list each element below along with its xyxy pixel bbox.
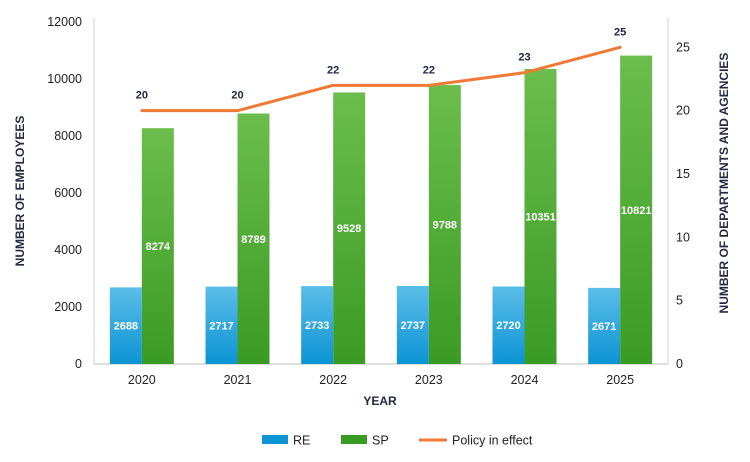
y2-tick-label: 10: [676, 230, 690, 244]
re-value-label: 2671: [592, 321, 616, 333]
policy-value-label: 22: [423, 64, 435, 76]
legend-label: SP: [372, 434, 389, 448]
x-tick-label: 2024: [511, 373, 539, 387]
x-tick-label: 2020: [128, 373, 156, 387]
bars: 2688 8274 2717 8789 2733 9528 2737 9788 2720 1035…: [109, 55, 653, 365]
sp-value-label: 9528: [337, 223, 361, 235]
y-tick-label: 10000: [47, 72, 82, 86]
legend-label: RE: [293, 434, 310, 448]
re-bar: [492, 286, 525, 364]
x-axis: 2020 2021 2022 2023 2024 2025: [128, 373, 634, 387]
policy-value-label: 23: [518, 52, 530, 64]
y-tick-label: 8000: [54, 129, 82, 143]
re-value-label: 2720: [496, 320, 520, 332]
re-value-label: 2737: [401, 320, 425, 332]
y-tick-label: 0: [75, 357, 82, 371]
y-tick-label: 4000: [54, 243, 82, 257]
y2-axis-title: NUMBER OF DEPARTMENTS AND AGENCIES: [717, 53, 731, 314]
y-tick-label: 2000: [54, 300, 82, 314]
sp-value-label: 8274: [146, 241, 171, 253]
x-axis-title: YEAR: [363, 394, 397, 408]
sp-bar: [237, 113, 270, 365]
x-tick-label: 2021: [224, 373, 252, 387]
sp-value-label: 8789: [241, 234, 265, 246]
y2-tick-label: 20: [676, 104, 690, 118]
sp-value-label: 9788: [433, 220, 457, 232]
re-bar: [205, 286, 238, 364]
y2-tick-label: 0: [676, 357, 683, 371]
re-bar: [396, 285, 429, 364]
policy-value-label: 20: [231, 90, 243, 102]
policy-line: [140, 45, 622, 113]
re-value-label: 2733: [305, 320, 329, 332]
policy-line-series: 20 20 22 22 23 25: [136, 26, 626, 113]
y-tick-label: 12000: [47, 15, 82, 29]
re-bar: [109, 287, 142, 364]
y-axis-left: 0 2000 4000 6000 8000 10000 12000: [47, 15, 82, 371]
re-bar: [301, 286, 334, 364]
policy-value-label: 22: [327, 64, 339, 76]
policy-value-label: 20: [136, 90, 148, 102]
y2-tick-label: 15: [676, 167, 690, 181]
y-tick-label: 6000: [54, 186, 82, 200]
sp-bar: [428, 85, 461, 365]
legend-swatch: [341, 435, 367, 444]
x-tick-label: 2025: [606, 373, 634, 387]
y-axis-right: 0 5 10 15 20 25: [676, 40, 690, 371]
x-tick-label: 2022: [319, 373, 347, 387]
y2-tick-label: 5: [676, 294, 683, 308]
sp-value-label: 10351: [525, 211, 556, 223]
sp-bar: [620, 55, 653, 364]
y-axis-title: NUMBER OF EMPLOYEES: [13, 116, 27, 267]
re-bar: [588, 287, 621, 364]
sp-value-label: 10821: [621, 205, 652, 217]
legend-swatch: [262, 435, 288, 444]
y2-tick-label: 25: [676, 40, 690, 54]
policy-value-label: 25: [614, 26, 626, 38]
re-value-label: 2688: [114, 321, 138, 333]
sp-bar: [333, 92, 366, 365]
re-value-label: 2717: [209, 320, 233, 332]
sp-bar: [141, 128, 174, 364]
x-tick-label: 2023: [415, 373, 443, 387]
legend-label: Policy in effect: [452, 434, 533, 448]
legend: RE SP Policy in effect: [262, 434, 533, 448]
sp-bar: [524, 68, 557, 365]
